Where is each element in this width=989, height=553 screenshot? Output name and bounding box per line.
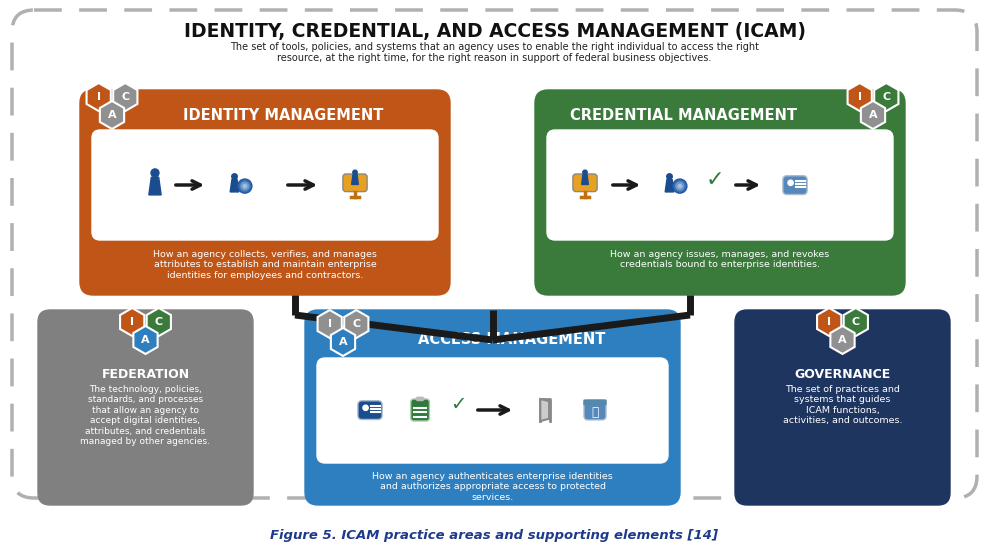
- FancyBboxPatch shape: [80, 90, 450, 295]
- Circle shape: [667, 174, 673, 179]
- Text: ✓: ✓: [706, 170, 724, 190]
- FancyBboxPatch shape: [305, 310, 680, 505]
- Circle shape: [583, 170, 587, 175]
- Text: GOVERNANCE: GOVERNANCE: [794, 368, 891, 381]
- Text: I: I: [131, 317, 135, 327]
- Text: The set of tools, policies, and systems that an agency uses to enable the right : The set of tools, policies, and systems …: [230, 42, 759, 52]
- Text: ACCESS MANAGEMENT: ACCESS MANAGEMENT: [417, 332, 605, 347]
- Polygon shape: [817, 308, 842, 336]
- FancyBboxPatch shape: [358, 401, 382, 420]
- FancyBboxPatch shape: [535, 90, 905, 295]
- Polygon shape: [100, 101, 125, 129]
- Text: C: C: [154, 317, 163, 327]
- Circle shape: [675, 182, 683, 190]
- Circle shape: [363, 405, 368, 410]
- FancyBboxPatch shape: [573, 174, 597, 191]
- Text: C: C: [882, 92, 890, 102]
- Text: A: A: [868, 110, 877, 120]
- Polygon shape: [848, 83, 872, 111]
- Text: IDENTITY, CREDENTIAL, AND ACCESS MANAGEMENT (ICAM): IDENTITY, CREDENTIAL, AND ACCESS MANAGEM…: [184, 22, 805, 41]
- Circle shape: [788, 180, 793, 185]
- Text: How an agency collects, verifies, and manages
attributes to establish and mainta: How an agency collects, verifies, and ma…: [153, 250, 377, 280]
- Text: C: C: [122, 92, 130, 102]
- Text: How an agency authenticates enterprise identities
and authorizes appropriate acc: How an agency authenticates enterprise i…: [372, 472, 613, 502]
- Polygon shape: [352, 175, 358, 185]
- Circle shape: [151, 169, 159, 177]
- Polygon shape: [148, 178, 161, 195]
- FancyBboxPatch shape: [38, 310, 253, 505]
- FancyBboxPatch shape: [92, 130, 438, 240]
- Text: C: C: [352, 319, 360, 329]
- Text: A: A: [108, 110, 117, 120]
- FancyBboxPatch shape: [547, 130, 893, 240]
- Circle shape: [353, 170, 357, 175]
- Polygon shape: [230, 180, 238, 192]
- Polygon shape: [874, 83, 898, 111]
- FancyBboxPatch shape: [735, 310, 950, 505]
- Polygon shape: [113, 83, 137, 111]
- Text: CREDENTIAL MANAGEMENT: CREDENTIAL MANAGEMENT: [570, 108, 796, 123]
- Text: FEDERATION: FEDERATION: [102, 368, 190, 381]
- Polygon shape: [87, 83, 111, 111]
- Polygon shape: [831, 326, 854, 354]
- Text: I: I: [857, 92, 861, 102]
- FancyBboxPatch shape: [317, 358, 668, 463]
- Text: IDENTITY MANAGEMENT: IDENTITY MANAGEMENT: [183, 108, 384, 123]
- Text: The set of practices and
systems that guides
ICAM functions,
activities, and out: The set of practices and systems that gu…: [782, 385, 902, 425]
- Text: A: A: [839, 335, 847, 345]
- Circle shape: [243, 184, 246, 188]
- Text: A: A: [141, 335, 149, 345]
- Polygon shape: [120, 308, 144, 336]
- Text: I: I: [327, 319, 331, 329]
- Circle shape: [673, 179, 687, 193]
- Polygon shape: [860, 101, 885, 129]
- Circle shape: [237, 179, 252, 193]
- Polygon shape: [134, 326, 157, 354]
- Text: Figure 5. ICAM practice areas and supporting elements [14]: Figure 5. ICAM practice areas and suppor…: [271, 529, 718, 541]
- Polygon shape: [666, 180, 674, 192]
- FancyBboxPatch shape: [416, 397, 424, 400]
- Text: ✓: ✓: [450, 395, 466, 415]
- Polygon shape: [344, 310, 369, 338]
- Text: A: A: [338, 337, 347, 347]
- FancyBboxPatch shape: [410, 399, 429, 421]
- FancyBboxPatch shape: [783, 176, 807, 195]
- Circle shape: [231, 174, 237, 179]
- Polygon shape: [331, 328, 355, 356]
- Polygon shape: [540, 399, 549, 421]
- Text: 🔒: 🔒: [591, 406, 598, 419]
- Text: I: I: [97, 92, 101, 102]
- Text: I: I: [827, 317, 831, 327]
- Polygon shape: [844, 308, 868, 336]
- FancyBboxPatch shape: [584, 400, 606, 420]
- FancyBboxPatch shape: [584, 400, 606, 404]
- Circle shape: [241, 182, 249, 190]
- Polygon shape: [146, 308, 171, 336]
- Text: C: C: [852, 317, 859, 327]
- Polygon shape: [317, 310, 342, 338]
- Circle shape: [678, 184, 681, 188]
- Polygon shape: [582, 175, 588, 185]
- Text: The technology, policies,
standards, and processes
that allow an agency to
accep: The technology, policies, standards, and…: [80, 385, 211, 446]
- Text: How an agency issues, manages, and revokes
credentials bound to enterprise ident: How an agency issues, manages, and revok…: [610, 250, 830, 269]
- FancyBboxPatch shape: [343, 174, 367, 191]
- Text: resource, at the right time, for the right reason in support of federal business: resource, at the right time, for the rig…: [277, 53, 712, 63]
